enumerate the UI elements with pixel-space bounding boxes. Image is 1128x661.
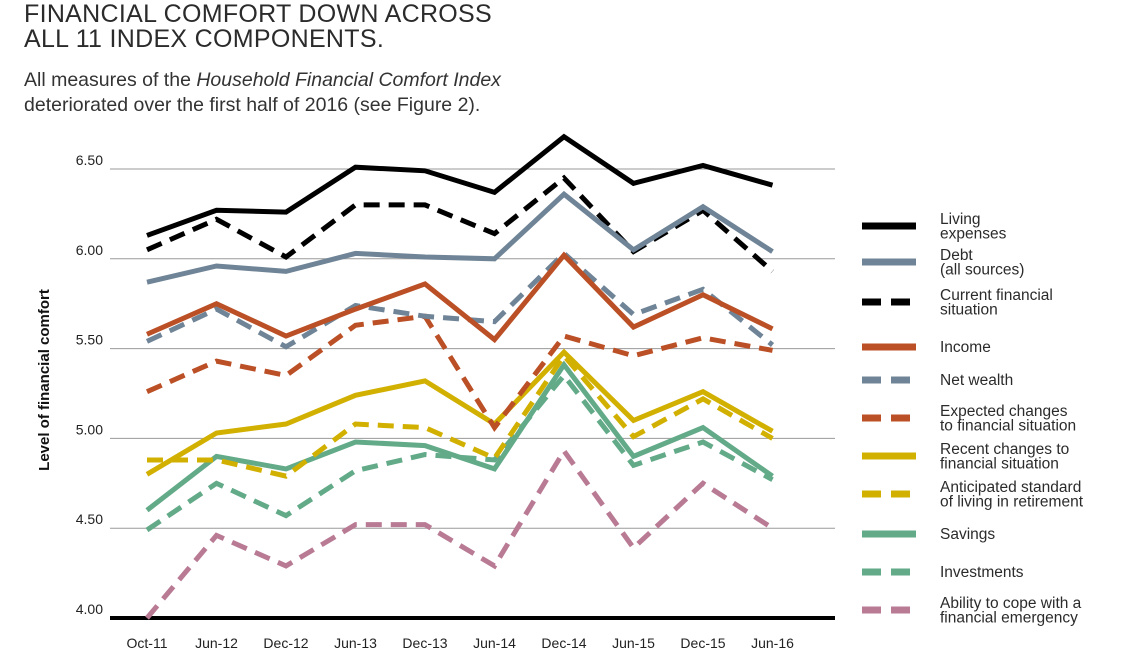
legend-label: Expected changes to financial situation — [940, 403, 1076, 435]
series-lines — [145, 133, 775, 620]
chart-title-line2: ALL 11 INDEX COMPONENTS. — [24, 25, 385, 53]
x-tick-labels: Oct-11 Jun-12 Dec-12 Jun-13 Dec-13 Jun-14 Dec-… — [127, 635, 795, 651]
subtitle-italic: Household Financial Comfort Index — [196, 69, 501, 91]
legend-label: Net wealth — [940, 372, 1013, 389]
x-tick-label: Jun-12 — [195, 635, 238, 651]
x-tick-label: Jun-15 — [612, 635, 655, 651]
chart-subtitle: All measures of the Household Financial … — [24, 68, 501, 118]
legend-label: Ability to cope with a financial emergenc… — [940, 595, 1082, 627]
y-axis-label: Level of financial comfort — [36, 289, 53, 471]
x-tick-label: Jun-14 — [473, 635, 516, 651]
y-tick-label: 6.00 — [76, 242, 103, 258]
series-line — [146, 190, 774, 285]
legend-label: Recent changes to financial situation — [940, 441, 1069, 473]
legend-label: Income — [940, 339, 991, 356]
x-tick-label: Jun-16 — [751, 635, 794, 651]
x-tick-label: Dec-15 — [680, 635, 725, 651]
series-line — [145, 250, 775, 350]
subtitle-pre: All measures of the — [24, 69, 197, 91]
y-tick-label: 4.50 — [76, 511, 103, 527]
series-line — [145, 348, 774, 477]
legend: Living expenses Debt (all sources) Current f… — [862, 211, 1084, 627]
legend-label: Savings — [940, 526, 995, 543]
series-line — [145, 313, 773, 433]
x-tick-label: Dec-14 — [541, 635, 586, 651]
y-tick-labels: 4.00 4.50 5.00 5.50 6.00 6.50 — [76, 152, 103, 617]
legend-label: Investments — [940, 564, 1024, 581]
series-line — [145, 446, 774, 620]
series-line — [147, 351, 774, 479]
chart-title-line1: FINANCIAL COMFORT DOWN ACROSS — [24, 0, 493, 28]
y-tick-label: 5.00 — [76, 421, 103, 437]
x-tick-label: Dec-13 — [402, 635, 447, 651]
series-line — [145, 251, 774, 344]
legend-label: Debt (all sources) — [940, 247, 1024, 279]
y-tick-label: 5.50 — [76, 332, 103, 348]
y-tick-label: 6.50 — [76, 152, 103, 168]
series-line — [145, 174, 775, 274]
y-tick-label: 4.00 — [76, 601, 103, 617]
x-tick-label: Oct-11 — [127, 635, 168, 651]
x-tick-label: Jun-13 — [334, 635, 377, 651]
subtitle-line2: deteriorated over the first half of 2016… — [24, 94, 481, 116]
x-tick-label: Dec-12 — [263, 635, 308, 651]
series-line — [145, 360, 774, 513]
legend-label: Living expenses — [940, 211, 1007, 243]
legend-label: Anticipated standard of living in retirem… — [940, 479, 1084, 511]
chart-title: FINANCIAL COMFORT DOWN ACROSS ALL 11 IND… — [24, 2, 492, 52]
legend-label: Current financial situation — [940, 287, 1053, 319]
series-line — [146, 133, 774, 238]
